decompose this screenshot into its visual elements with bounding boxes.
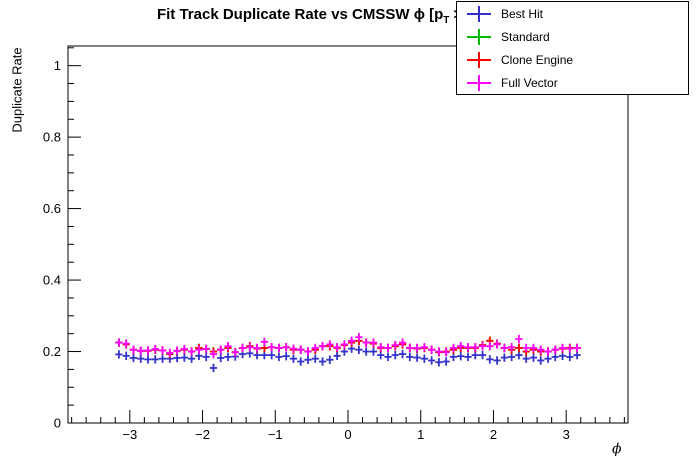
legend-label-clone-engine: Clone Engine	[501, 52, 574, 67]
y-tick-label: 0.4	[43, 273, 61, 288]
x-axis	[71, 410, 625, 423]
chart-title-subscript: T	[443, 15, 450, 26]
plus-marker-icon	[467, 74, 491, 91]
y-axis	[68, 47, 81, 424]
y-tick-label: 0.2	[43, 344, 61, 359]
legend-marker-standard	[457, 28, 501, 45]
y-axis-title: Duplicate Rate	[9, 47, 25, 133]
legend-entry-best-hit: Best Hit	[457, 2, 688, 25]
plus-marker-icon	[467, 51, 491, 68]
legend-label-full-vector: Full Vector	[501, 75, 558, 90]
x-tick-label: 0	[344, 427, 351, 442]
chart-title-prefix: Fit Track Duplicate Rate vs CMSSW ϕ [p	[156, 6, 444, 23]
x-tick-label: 2	[490, 427, 497, 442]
legend-marker-clone-engine	[457, 51, 501, 68]
x-tick-label: 3	[563, 427, 570, 442]
y-tick-label: 0	[54, 416, 61, 431]
x-tick-label: 1	[417, 427, 424, 442]
legend-entry-clone-engine: Clone Engine	[457, 48, 688, 71]
series-full-vector	[115, 333, 581, 359]
legend-entry-standard: Standard	[457, 25, 688, 48]
y-tick-label: 1	[54, 58, 61, 73]
x-tick-label: −2	[195, 427, 210, 442]
legend-marker-full-vector	[457, 74, 501, 91]
legend-label-standard: Standard	[501, 29, 550, 44]
x-tick-label: −1	[268, 427, 283, 442]
x-tick-label: −3	[122, 427, 137, 442]
plus-marker-icon	[467, 5, 491, 22]
legend-label-best-hit: Best Hit	[501, 6, 544, 21]
y-tick-label: 0.8	[43, 130, 61, 145]
x-axis-title: ϕ	[612, 441, 622, 457]
plus-marker-icon	[467, 28, 491, 45]
legend-marker-best-hit	[457, 5, 501, 22]
legend-entry-full-vector: Full Vector	[457, 71, 688, 94]
plot-frame	[67, 45, 629, 424]
series-best-hit	[115, 344, 581, 373]
y-tick-label: 0.6	[43, 201, 61, 216]
legend-box: Best Hit Standard Clone Engine Full Vect…	[456, 1, 689, 95]
